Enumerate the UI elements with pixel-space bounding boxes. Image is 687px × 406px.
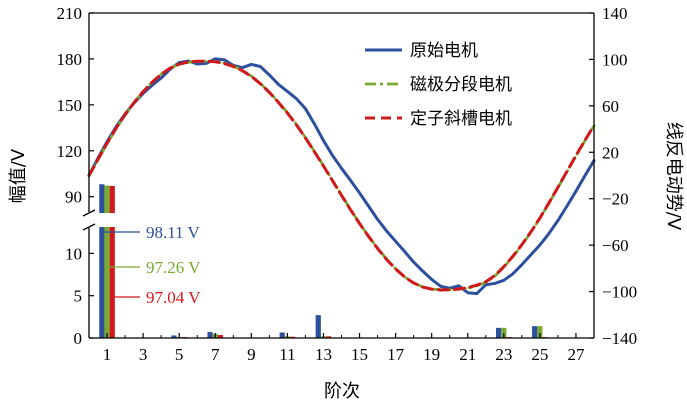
right-tick-label--140: −140 (602, 329, 637, 348)
left-upper-tick-label-180: 180 (57, 50, 83, 69)
x-tick-label-21: 21 (459, 345, 476, 364)
x-tick-label-19: 19 (423, 345, 440, 364)
fundamental-value-3: 97.04 V (146, 288, 201, 307)
harmonic-bar-1-s1 (99, 184, 105, 338)
x-tick-label-17: 17 (387, 345, 405, 364)
waveform-lines (87, 57, 596, 296)
axes (82, 12, 595, 339)
left-upper-tick-label-90: 90 (65, 188, 82, 207)
x-tick-label-1: 1 (103, 345, 112, 364)
left-lower-tick-label-5: 5 (74, 287, 83, 306)
right-tick-label-100: 100 (602, 50, 628, 69)
harmonic-bar-1-s2 (104, 185, 110, 338)
harmonic-bar-23-s1 (496, 327, 502, 338)
left-upper-tick-label-210: 210 (57, 4, 83, 23)
x-tick-label-3: 3 (139, 345, 148, 364)
harmonic-bar-25-s1 (532, 326, 538, 338)
right-tick-label--20: −20 (602, 190, 629, 209)
harmonic-bar-11-s1 (279, 332, 285, 338)
axis-break-mark-lower (82, 223, 96, 231)
x-tick-label-15: 15 (351, 345, 368, 364)
harmonic-bar-23-s2 (501, 327, 507, 338)
right-tick-label-20: 20 (602, 143, 619, 162)
legend-label-1: 原始电机 (410, 41, 478, 61)
fundamental-value-2: 97.26 V (146, 258, 201, 277)
harmonic-bar-5-s1 (171, 335, 177, 338)
right-tick-label-60: 60 (602, 97, 619, 116)
harmonic-bar-1-s3 (109, 185, 115, 338)
x-tick-label-7: 7 (211, 345, 220, 364)
y-axis-left-label: 幅值/V (8, 148, 29, 203)
right-tick-label-140: 140 (602, 4, 628, 23)
x-tick-label-11: 11 (279, 345, 295, 364)
x-tick-label-5: 5 (175, 345, 184, 364)
harmonic-bar-7-s3 (217, 335, 224, 338)
x-tick-label-23: 23 (495, 345, 512, 364)
legend-label-2: 磁极分段电机 (410, 75, 512, 95)
x-tick-label-25: 25 (531, 345, 548, 364)
right-tick-label--100: −100 (602, 283, 637, 302)
left-upper-tick-label-150: 150 (57, 96, 83, 115)
y-axis-right-label: 线反电动势/V (663, 122, 684, 231)
harmonic-bar-13-s3 (326, 336, 332, 338)
legend-label-3: 定子斜槽电机 (410, 109, 512, 129)
harmonic-bar-13-s1 (315, 315, 321, 338)
left-upper-tick-label-120: 120 (57, 142, 83, 161)
axis-break-gap (87, 213, 120, 227)
x-tick-label-27: 27 (567, 345, 585, 364)
right-tick-label--60: −60 (602, 236, 629, 255)
waveform-series-3 (87, 59, 596, 292)
axis-break-mark-upper (82, 209, 96, 217)
x-tick-label-13: 13 (315, 345, 332, 364)
fundamental-annotations: 98.11 V 97.26 V 97.04 V (101, 223, 201, 307)
x-tick-label-9: 9 (247, 345, 256, 364)
x-axis-label: 阶次 (324, 381, 360, 402)
tick-labels: 1 3 5 7 9 11 13 15 17 19 21 23 25 2790120150180210051… (57, 4, 638, 364)
left-lower-tick-label-10: 10 (65, 244, 82, 263)
fundamental-value-1: 98.11 V (146, 223, 201, 242)
left-lower-tick-label-0: 0 (74, 329, 83, 348)
harmonic-bar-7-s1 (207, 332, 213, 338)
harmonic-bar-25-s2 (537, 326, 543, 338)
